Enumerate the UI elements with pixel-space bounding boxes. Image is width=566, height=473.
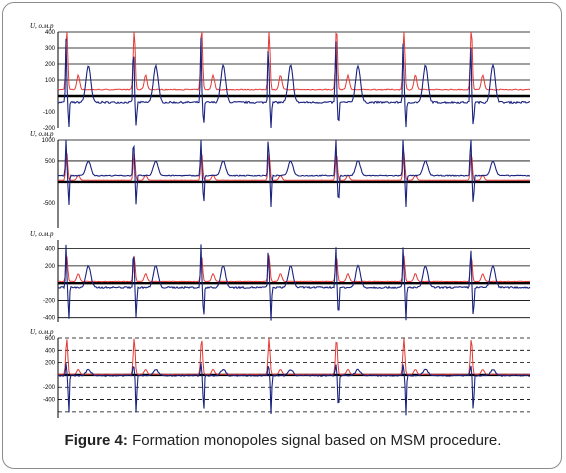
panel-3-tick-label: 400 bbox=[45, 247, 56, 253]
panel-1-tick-label: -100 bbox=[43, 110, 56, 116]
panel-3-tick-label: -400 bbox=[43, 316, 56, 322]
panel-4-series-blue bbox=[57, 363, 530, 416]
panel-4-series-red bbox=[57, 338, 531, 376]
panel-2-tick-label: 1000 bbox=[42, 138, 56, 144]
panel-2-series-blue bbox=[57, 139, 531, 208]
panel-3-ylabel: U, о.м.р bbox=[30, 230, 54, 238]
panel-1-tick-label: 100 bbox=[45, 78, 56, 84]
panel-1-tick-label: 400 bbox=[45, 30, 56, 36]
panel-4-tick-label: 400 bbox=[45, 348, 56, 354]
panel-4-tick-label: 200 bbox=[45, 361, 56, 367]
panel-3-series-blue bbox=[57, 244, 531, 321]
panel-2-tick-label: -500 bbox=[43, 201, 56, 207]
panel-3-tick-label: 200 bbox=[45, 264, 56, 270]
panel-1-tick-label: -200 bbox=[43, 126, 56, 132]
caption-text: Formation monopoles signal based on MSM … bbox=[132, 432, 502, 449]
figure-caption: Figure 4: Formation monopoles signal bas… bbox=[0, 432, 566, 449]
caption-label: Figure 4: bbox=[64, 432, 128, 449]
panel-2-series-red bbox=[57, 152, 531, 181]
panel-4-tick-label: 600 bbox=[45, 336, 56, 342]
panel-1-tick-label: 300 bbox=[45, 46, 56, 52]
panel-3-tick-label: -200 bbox=[43, 298, 56, 304]
panel-1-tick-label: 200 bbox=[45, 62, 56, 68]
panel-1-series-blue bbox=[57, 37, 531, 129]
panel-2-ylabel: U, о.м.р bbox=[30, 130, 54, 138]
panel-4-tick-label: -200 bbox=[43, 385, 56, 391]
panel-1-series-red bbox=[57, 31, 531, 91]
panel-4-tick-label: -400 bbox=[43, 398, 56, 404]
panel-1-ylabel: U, о.м.р bbox=[30, 22, 54, 30]
panel-4-ylabel: U, о.м.р bbox=[30, 328, 54, 336]
panel-2-tick-label: 500 bbox=[45, 159, 56, 165]
